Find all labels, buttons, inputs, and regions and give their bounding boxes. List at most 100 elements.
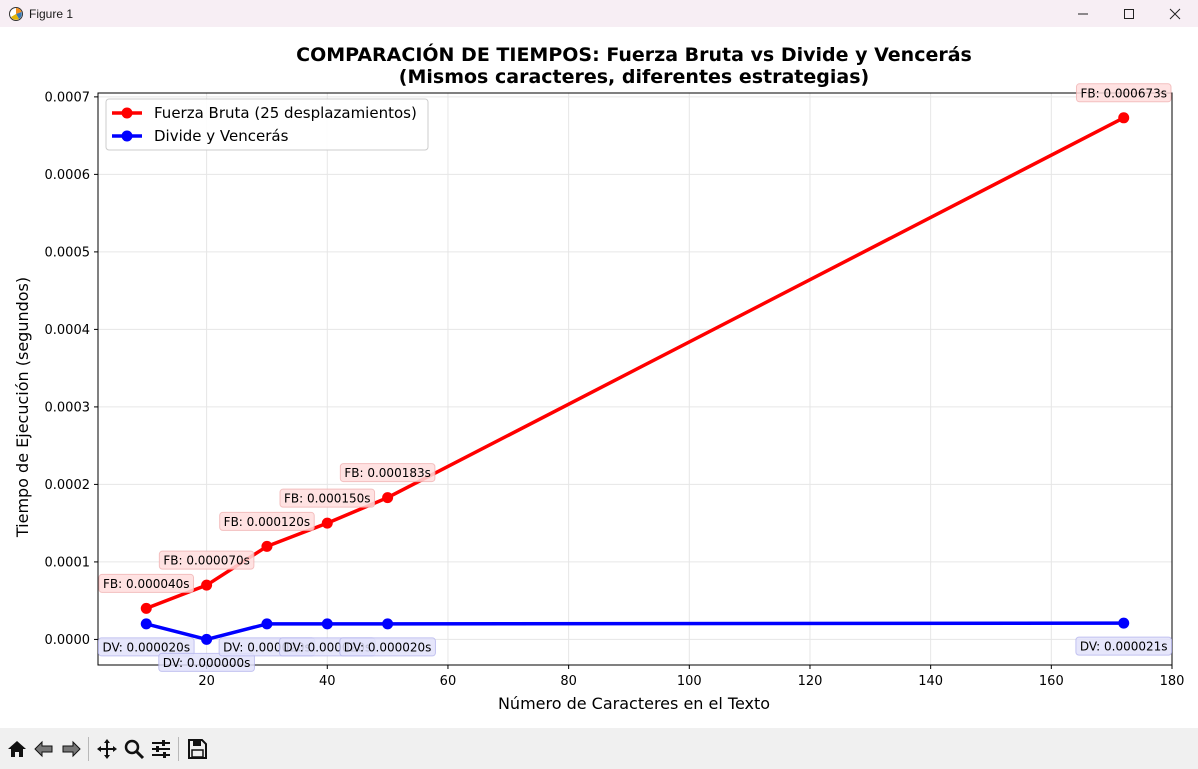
grid-layer xyxy=(98,93,1173,665)
data-label-box xyxy=(97,637,195,657)
data-label-box xyxy=(158,550,255,570)
data-label-group: DV: 0.000021s xyxy=(1075,636,1173,656)
data-label-box xyxy=(98,573,195,593)
data-labels-layer: FB: 0.000040s FB: 0.000070s FB: 0.000120s F… xyxy=(97,83,1173,672)
x-tick-label: 40 xyxy=(319,674,336,689)
legend-entry-label: Fuerza Bruta (25 desplazamientos) xyxy=(154,104,417,122)
window-titlebar: Figure 1 xyxy=(0,0,1198,27)
x-axis-label: Número de Caracteres en el Texto xyxy=(498,694,770,713)
legend-swatch-marker xyxy=(121,130,133,142)
close-icon xyxy=(1169,8,1181,19)
save-icon xyxy=(187,738,207,759)
matplotlib-icon xyxy=(8,6,24,22)
data-label: FB: 0.000070s xyxy=(163,554,250,568)
data-label-box xyxy=(1075,636,1173,656)
data-point xyxy=(261,618,273,630)
data-point xyxy=(321,517,333,529)
y-tick-label: 0.0006 xyxy=(45,168,91,183)
data-label: FB: 0.000673s xyxy=(1080,86,1167,100)
data-point xyxy=(382,618,394,630)
x-tick-label: 60 xyxy=(440,674,457,689)
y-tick-label: 0.0007 xyxy=(45,90,91,105)
data-label-box xyxy=(279,488,376,508)
chart-title: COMPARACIÓN DE TIEMPOS: Fuerza Bruta vs … xyxy=(296,42,972,66)
legend: Fuerza Bruta (25 desplazamientos) Divide … xyxy=(105,98,429,151)
toolbar-separator xyxy=(88,736,89,761)
x-tick-label: 20 xyxy=(198,674,215,689)
pan-button[interactable] xyxy=(93,734,120,764)
figure-canvas[interactable]: 20 40 60 80 100 120 140 160 180 0.0000 0.0001 0.000… xyxy=(0,27,1198,728)
series-line-divide-y-venceras xyxy=(145,621,1124,642)
y-tick-label: 0.0001 xyxy=(45,555,91,570)
chart-subtitle: (Mismos caracteres, diferentes estrategi… xyxy=(399,66,869,88)
forward-button[interactable] xyxy=(57,734,84,764)
legend-swatch-marker xyxy=(121,107,133,119)
window-controls xyxy=(1060,0,1198,27)
zoom-button[interactable] xyxy=(120,734,147,764)
data-label: FB: 0.000040s xyxy=(103,577,190,591)
back-button[interactable] xyxy=(30,734,57,764)
configure-subplots-icon xyxy=(151,739,170,758)
navigation-toolbar xyxy=(0,728,1198,769)
x-tick-label: 80 xyxy=(560,674,577,689)
back-icon xyxy=(33,740,52,757)
data-point xyxy=(140,618,152,630)
data-label-box xyxy=(339,637,436,657)
data-point xyxy=(261,540,273,552)
toolbar-separator xyxy=(178,736,179,761)
x-tick-label: 100 xyxy=(677,674,702,689)
data-label-group: DV: 0.000000s xyxy=(158,652,255,672)
data-point xyxy=(382,492,394,504)
forward-icon xyxy=(62,740,81,757)
data-label: FB: 0.000183s xyxy=(344,466,431,480)
minimize-icon xyxy=(1078,13,1088,14)
data-label: DV: 0.000020s xyxy=(344,640,432,654)
series-line-fuerza-bruta xyxy=(145,116,1125,611)
y-tick-label: 0.0004 xyxy=(45,323,91,338)
legend-entry-label: Divide y Vencerás xyxy=(154,127,289,145)
data-label-group: FB: 0.000150s xyxy=(279,488,376,508)
data-label-box xyxy=(1075,83,1172,103)
configure-subplots-button[interactable] xyxy=(147,734,174,764)
close-button[interactable] xyxy=(1152,0,1198,27)
line-chart: 20 40 60 80 100 120 140 160 180 0.0000 0.0001 0.000… xyxy=(13,42,1185,713)
data-label-group: FB: 0.000120s xyxy=(219,511,315,531)
series-layer xyxy=(140,112,1130,645)
y-tick-label: 0.0003 xyxy=(45,400,91,415)
data-label-group: DV: 0.000020s xyxy=(97,637,195,657)
y-tick-label: 0.0002 xyxy=(45,478,91,493)
save-button[interactable] xyxy=(183,734,210,764)
data-label-group: FB: 0.000673s xyxy=(1075,83,1172,103)
data-label-group: FB: 0.000040s xyxy=(98,573,195,593)
window-title: Figure 1 xyxy=(29,6,74,21)
home-icon xyxy=(7,740,26,757)
y-tick-label: 0.0005 xyxy=(45,245,91,260)
maximize-icon xyxy=(1124,8,1134,19)
maximize-button[interactable] xyxy=(1106,0,1152,27)
data-point xyxy=(201,579,213,591)
x-tick-label: 160 xyxy=(1039,674,1064,689)
data-label-group: FB: 0.000070s xyxy=(158,550,255,570)
data-label: FB: 0.000150s xyxy=(284,492,371,506)
data-label-box xyxy=(339,463,436,483)
data-label-box xyxy=(158,652,255,672)
home-button[interactable] xyxy=(3,734,30,764)
data-label-box xyxy=(219,511,315,531)
x-tick-label: 180 xyxy=(1160,674,1185,689)
axes-frame xyxy=(97,92,1173,666)
minimize-button[interactable] xyxy=(1060,0,1106,27)
data-label: DV: 0.000021s xyxy=(1080,640,1168,654)
data-label-group: FB: 0.000183s xyxy=(339,463,436,483)
data-label: DV: 0.000000s xyxy=(163,656,251,670)
data-point xyxy=(201,633,213,645)
y-tick-label: 0.0000 xyxy=(45,633,91,648)
data-point xyxy=(321,618,333,630)
data-label: DV: 0.000020s xyxy=(102,640,190,654)
x-tick-label: 120 xyxy=(798,674,823,689)
y-axis-label: Tiempo de Ejecución (segundos) xyxy=(13,277,32,538)
zoom-icon xyxy=(124,739,144,759)
legend-box xyxy=(105,98,429,151)
data-point xyxy=(1118,112,1130,124)
data-label-group: DV: 0.000020s xyxy=(339,637,436,657)
x-tick-label: 140 xyxy=(918,674,943,689)
